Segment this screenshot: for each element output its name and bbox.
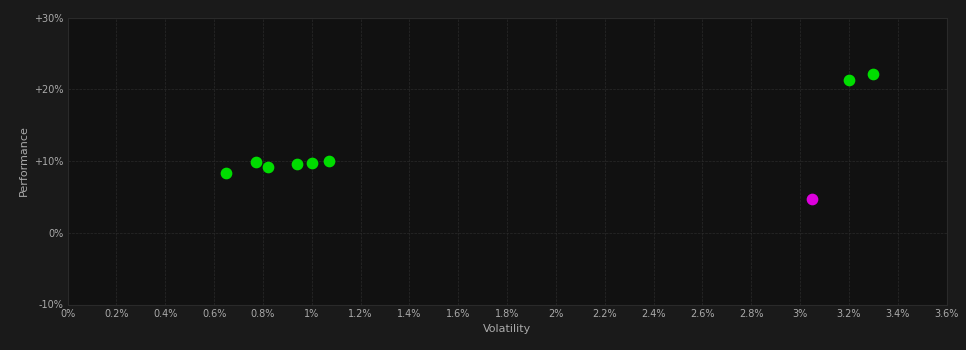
Point — [866, 71, 881, 77]
Point — [321, 158, 336, 164]
Point — [841, 77, 857, 83]
Point — [260, 164, 275, 169]
Point — [248, 160, 264, 165]
Point — [304, 160, 320, 166]
Point — [218, 170, 234, 176]
Y-axis label: Performance: Performance — [18, 126, 28, 196]
Point — [805, 196, 820, 202]
X-axis label: Volatility: Volatility — [483, 324, 531, 334]
Point — [290, 161, 305, 167]
